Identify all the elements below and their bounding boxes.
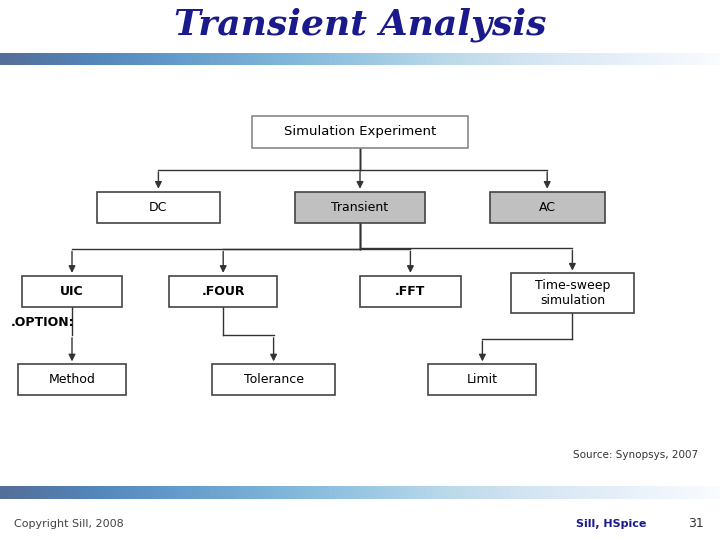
FancyBboxPatch shape (18, 364, 126, 395)
Text: Limit: Limit (467, 373, 498, 386)
Text: Source: Synopsys, 2007: Source: Synopsys, 2007 (573, 450, 698, 460)
FancyBboxPatch shape (360, 275, 461, 307)
FancyBboxPatch shape (22, 275, 122, 307)
Text: Transient: Transient (331, 200, 389, 213)
Text: DC: DC (149, 200, 168, 213)
Text: Tolerance: Tolerance (243, 373, 304, 386)
FancyBboxPatch shape (295, 192, 425, 222)
Text: AC: AC (539, 200, 556, 213)
Text: 31: 31 (688, 517, 703, 530)
Text: .FOUR: .FOUR (202, 285, 245, 298)
FancyBboxPatch shape (511, 273, 634, 313)
FancyBboxPatch shape (169, 275, 277, 307)
Text: Sill, HSpice: Sill, HSpice (576, 519, 647, 529)
Text: Copyright Sill, 2008: Copyright Sill, 2008 (14, 519, 124, 529)
Text: Simulation Experiment: Simulation Experiment (284, 125, 436, 138)
Text: Transient Analysis: Transient Analysis (174, 8, 546, 42)
FancyBboxPatch shape (428, 364, 536, 395)
Text: Method: Method (48, 373, 96, 386)
Text: .OPTION:: .OPTION: (11, 316, 74, 329)
Text: .FFT: .FFT (395, 285, 426, 298)
FancyBboxPatch shape (252, 116, 468, 148)
FancyBboxPatch shape (97, 192, 220, 222)
Text: Time-sweep
simulation: Time-sweep simulation (535, 279, 610, 307)
FancyBboxPatch shape (490, 192, 605, 222)
FancyBboxPatch shape (212, 364, 335, 395)
Text: UIC: UIC (60, 285, 84, 298)
